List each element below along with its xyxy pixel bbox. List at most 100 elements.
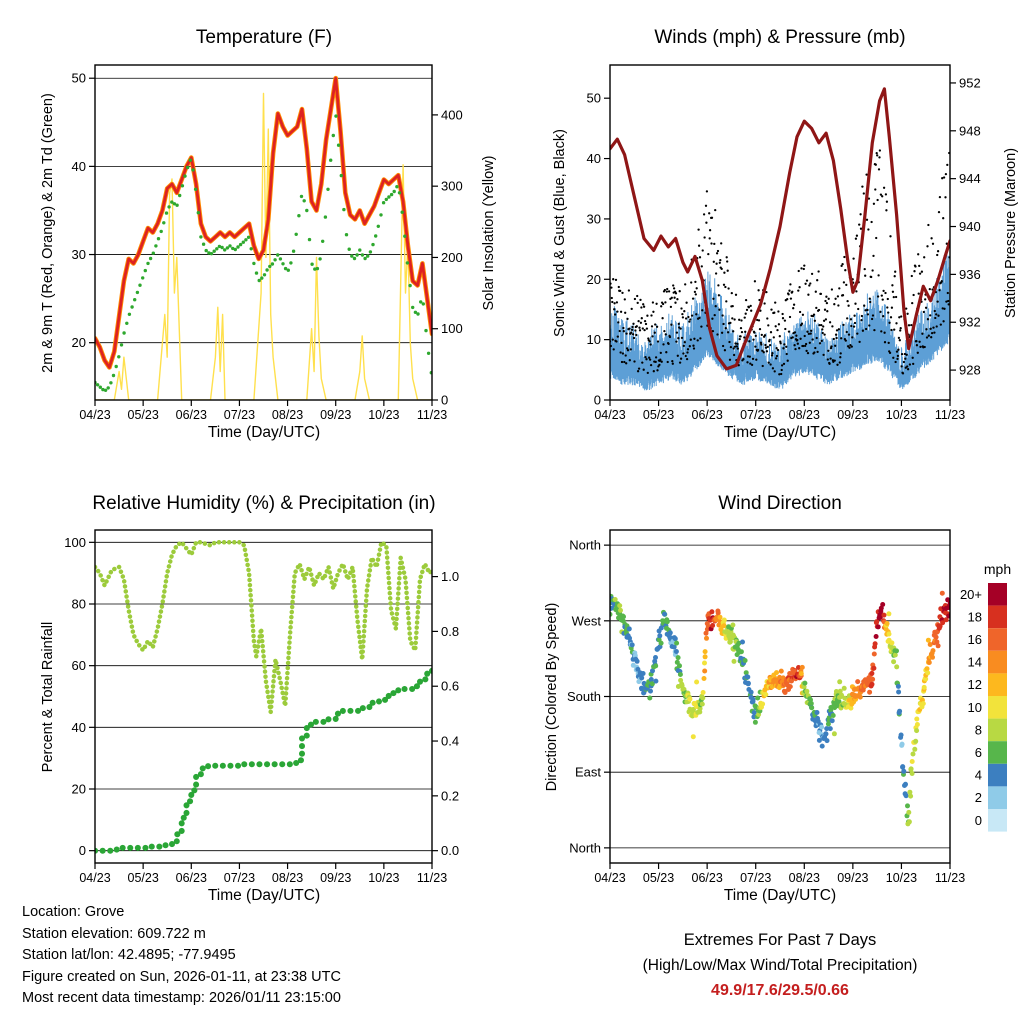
winds-title: Winds (mph) & Pressure (mb)	[654, 27, 906, 48]
y-left-tick-label: 20	[587, 272, 601, 287]
x-tick-label: 09/23	[837, 408, 868, 422]
x-tick-label: 05/23	[643, 408, 674, 422]
x-tick-label: 05/23	[128, 871, 159, 885]
y-left-tick-label: North	[569, 538, 601, 553]
colorbar-swatch	[988, 650, 1007, 674]
y-right-tick-label: 0.8	[441, 624, 459, 639]
x-tick-label: 11/23	[417, 871, 447, 885]
wind-direction-chart: North West South East North 04/23 05/23 06/23 07…	[567, 529, 1011, 885]
y-right-tick-label: 928	[959, 363, 981, 378]
temperature-chart: 20 30 40 50 0 100 200 300 400 04/23 05/23 06/23 07/2…	[72, 64, 463, 422]
colorbar-swatch	[988, 809, 1007, 832]
colorbar-label: 0	[975, 813, 982, 828]
x-tick-label: 11/23	[417, 408, 447, 422]
station_pressure_maroon-series	[610, 87, 950, 371]
x-tick-label: 07/23	[224, 408, 255, 422]
x-tick-label: 04/23	[594, 871, 625, 885]
y-left-tick-label: West	[572, 613, 602, 628]
x-tick-label: 09/23	[837, 871, 868, 885]
gust_black-series	[610, 149, 950, 376]
winds-pressure-panel: Winds (mph) & Pressure (mb) Sonic Wind &…	[512, 5, 1024, 475]
y-left-tick-label: 100	[64, 535, 86, 550]
x-tick-label: 08/23	[272, 871, 303, 885]
colorbar-label: 4	[975, 768, 982, 783]
x-tick-label: 06/23	[176, 871, 207, 885]
x-tick-label: 10/23	[886, 408, 917, 422]
y-left-tick-label: 20	[72, 782, 86, 797]
sonic_wind_blue-series	[610, 253, 950, 391]
y-left-tick-label: East	[575, 765, 601, 780]
extremes-values: 49.9/17.6/29.5/0.66	[711, 982, 849, 999]
wind-direction-panel: Wind Direction Direction (Colored By Spe…	[512, 475, 1024, 945]
winds-xlabel: Time (Day/UTC)	[723, 424, 837, 441]
y-right-tick-label: 1.0	[441, 569, 459, 584]
dewpoint_2m_green-series	[95, 114, 432, 392]
colorbar-label: 18	[968, 609, 982, 624]
x-tick-label: 07/23	[740, 408, 771, 422]
y-left-tick-label: 30	[587, 211, 601, 226]
station-info: Location: Grove Station elevation: 609.7…	[22, 902, 341, 1010]
humidity-precip-panel: Relative Humidity (%) & Precipitation (i…	[0, 475, 512, 945]
x-tick-label: 06/23	[176, 408, 207, 422]
wind-direction-title: Wind Direction	[718, 493, 842, 514]
y-right-tick-label: 0.4	[441, 734, 459, 749]
y-right-tick-label: 0	[441, 393, 448, 408]
colorbar-label: 10	[968, 700, 982, 715]
humidity-title: Relative Humidity (%) & Precipitation (i…	[92, 493, 436, 514]
colorbar-swatch	[988, 741, 1007, 764]
humidity-xlabel: Time (Day/UTC)	[207, 887, 321, 904]
y-left-tick-label: 0	[79, 843, 86, 858]
x-tick-label: 10/23	[368, 408, 399, 422]
y-left-tick-label: 30	[72, 247, 86, 262]
y-right-tick-label: 948	[959, 123, 981, 138]
winds-pressure-chart: 0 10 20 30 40 50 928 932 936 940 944 948 952 04/23 05/…	[587, 64, 981, 422]
plot-frame	[609, 64, 951, 401]
y-right-tick-label: 300	[441, 179, 463, 194]
y-right-tick-label: 100	[441, 321, 463, 336]
temp_2m_red_with_9m_orange_underlay-series	[95, 75, 432, 370]
colorbar-label: 20+	[960, 587, 982, 602]
x-tick-label: 09/23	[320, 408, 351, 422]
x-tick-label: 08/23	[789, 408, 820, 422]
wind_direction_scatter-series	[610, 590, 950, 827]
x-tick-label: 09/23	[320, 871, 351, 885]
figure-created: Figure created on Sun, 2026-01-11, at 23…	[22, 968, 341, 985]
y-left-tick-label: South	[567, 689, 601, 704]
x-tick-label: 05/23	[128, 408, 159, 422]
colorbar-swatch	[988, 673, 1007, 696]
station-elevation: Station elevation: 609.722 m	[22, 925, 206, 942]
x-tick-label: 08/23	[272, 408, 303, 422]
x-tick-label: 06/23	[692, 408, 723, 422]
y-right-tick-label: 932	[959, 315, 981, 330]
x-tick-label: 11/23	[935, 871, 965, 885]
x-tick-label: 07/23	[224, 871, 255, 885]
y-right-tick-label: 400	[441, 107, 463, 122]
station-location: Location: Grove	[22, 904, 125, 920]
colorbar-swatch	[988, 628, 1007, 651]
recent-timestamp: Most recent data timestamp: 2026/01/11 2…	[22, 990, 341, 1006]
temperature-xlabel: Time (Day/UTC)	[207, 424, 321, 441]
extremes-block: Extremes For Past 7 Days (High/Low/Max W…	[560, 928, 1000, 1004]
colorbar-label: 12	[968, 677, 982, 692]
y-left-tick-label: 80	[72, 597, 86, 612]
y-left-tick-label: 40	[587, 151, 601, 166]
colorbar-label: 6	[975, 745, 982, 760]
x-tick-label: 04/23	[594, 408, 625, 422]
y-left-tick-label: North	[569, 840, 601, 855]
y-left-tick-label: 50	[72, 71, 86, 86]
colorbar-label: 16	[968, 632, 982, 647]
cumulative_precip_green-series	[95, 666, 432, 854]
humidity-precip-chart: 0 20 40 60 80 100 0.0 0.2 0.4 0.6 0.8 1.0 04/23 05/23…	[64, 529, 459, 885]
y-left-tick-label: 40	[72, 720, 86, 735]
x-tick-label: 10/23	[368, 871, 399, 885]
wind-direction-xlabel: Time (Day/UTC)	[723, 887, 837, 904]
y-right-tick-label: 0.0	[441, 843, 459, 858]
plot-frame	[94, 64, 433, 401]
y-left-tick-label: 50	[587, 91, 601, 106]
y-left-tick-label: 0	[594, 393, 601, 408]
y-right-tick-label: 952	[959, 75, 981, 90]
relative_humidity_lightgreen-series	[95, 540, 432, 715]
y-left-tick-label: 60	[72, 658, 86, 673]
colorbar-label: 14	[968, 655, 982, 670]
y-left-tick-label: 40	[72, 159, 86, 174]
